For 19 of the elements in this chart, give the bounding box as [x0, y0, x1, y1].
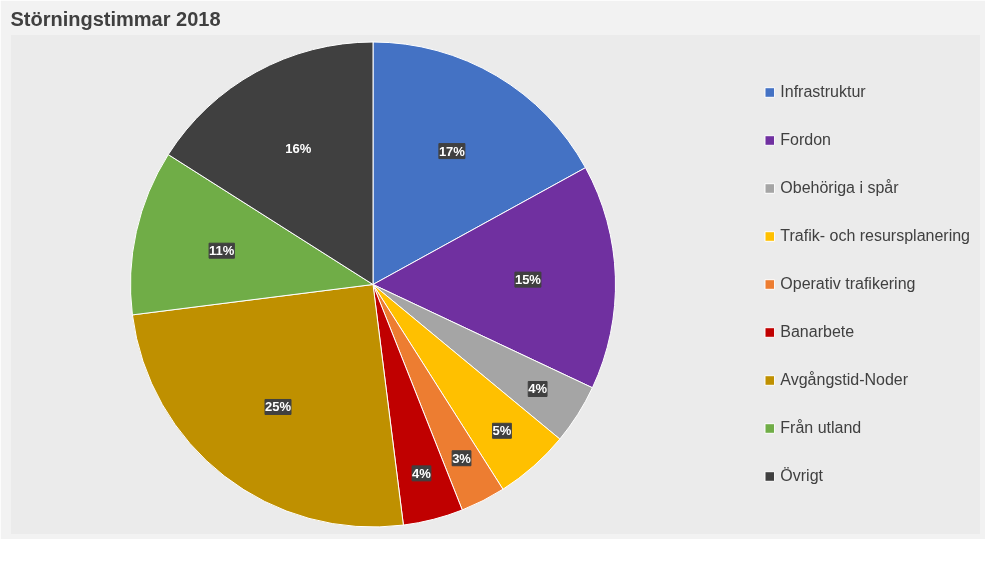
- data-label: 4%: [412, 465, 432, 481]
- data-label: 17%: [438, 143, 466, 159]
- data-label: 3%: [452, 450, 472, 466]
- data-label: 15%: [514, 272, 542, 288]
- legend-label: Infrastruktur: [780, 83, 866, 101]
- chart-title: Störningstimmar 2018: [10, 7, 221, 30]
- legend-label: Fordon: [780, 131, 831, 149]
- data-label: 5%: [492, 423, 512, 439]
- legend-label: Övrigt: [780, 467, 823, 485]
- legend-label: Trafik- och resursplanering: [780, 227, 970, 245]
- data-label: 4%: [528, 381, 548, 397]
- data-label: 16%: [285, 141, 312, 157]
- legend-label: Avgångstid-Noder: [780, 371, 909, 389]
- data-label: 25%: [264, 399, 292, 415]
- legend-label: Operativ trafikering: [780, 275, 916, 293]
- legend-label: Obehöriga i spår: [780, 179, 899, 197]
- legend-label: Från utland: [780, 419, 862, 437]
- legend-label: Banarbete: [780, 323, 855, 341]
- data-label: 11%: [209, 243, 235, 259]
